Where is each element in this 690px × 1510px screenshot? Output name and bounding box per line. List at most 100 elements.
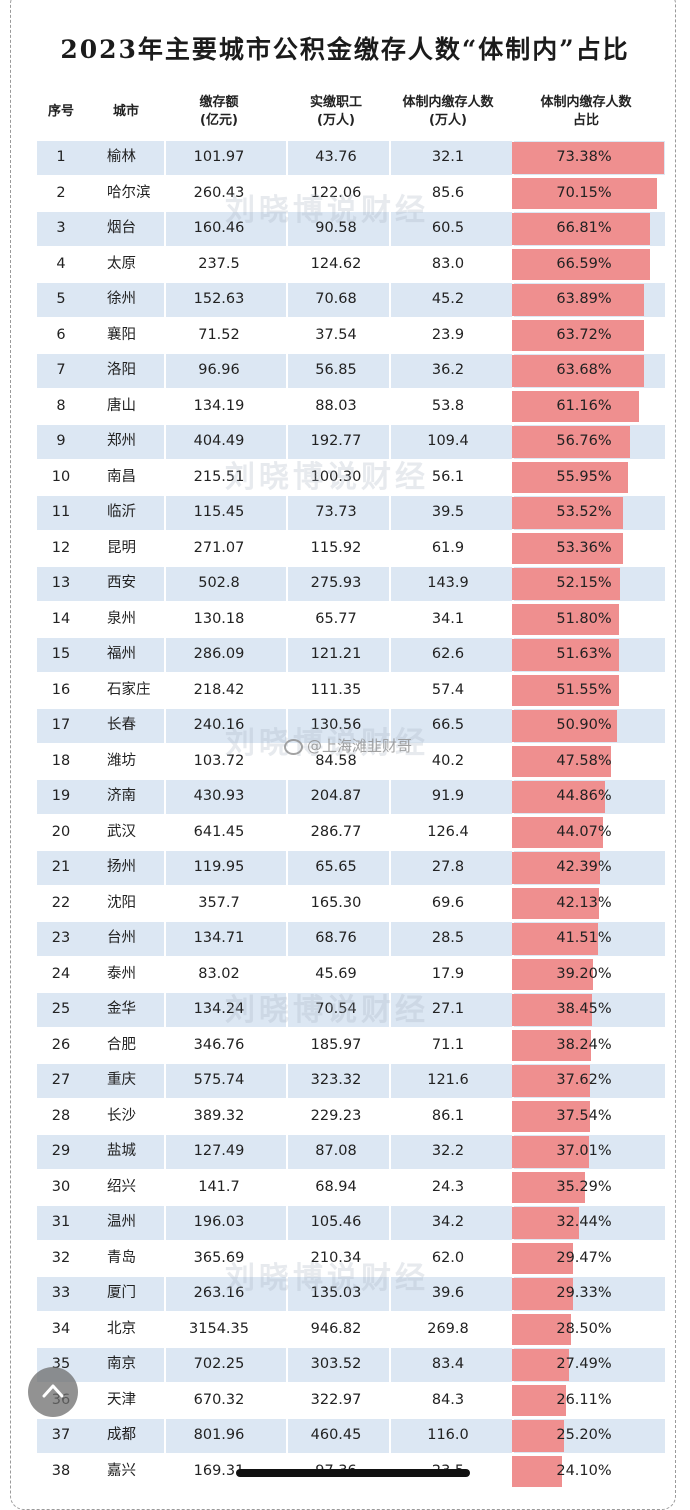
table-row: 8 唐山 134.19 88.03 53.8 61.16% [37, 388, 665, 424]
cell-ratio: 53.36% [556, 539, 612, 556]
column-divider [389, 672, 391, 708]
column-divider [389, 1240, 391, 1276]
cell-system: 61.9 [431, 539, 465, 556]
cell-city: 石家庄 [107, 681, 151, 698]
cell-workers: 115.92 [310, 539, 362, 556]
cell-ratio: 70.15% [556, 184, 612, 201]
cell-workers: 210.34 [310, 1249, 362, 1266]
cell-city: 合肥 [107, 1036, 136, 1053]
home-indicator[interactable] [236, 1469, 470, 1477]
cell-system: 84.3 [431, 1391, 465, 1408]
column-divider [286, 1063, 288, 1099]
cell-system: 83.0 [431, 255, 465, 272]
cell-ratio: 25.20% [556, 1427, 612, 1443]
cell-rank: 14 [51, 610, 71, 627]
cell-deposit: 101.97 [193, 149, 245, 165]
cell-workers: 165.30 [310, 894, 362, 911]
ratio-bar [512, 781, 605, 813]
cell-deposit: 286.09 [193, 646, 245, 662]
column-divider [164, 1311, 166, 1347]
column-divider [286, 1311, 288, 1347]
cell-ratio: 55.95% [556, 468, 612, 485]
cell-system: 121.6 [427, 1072, 469, 1088]
column-divider [286, 637, 288, 673]
column-divider [286, 424, 288, 460]
cell-rank: 18 [51, 752, 71, 769]
column-divider [286, 140, 288, 176]
cell-ratio: 63.89% [556, 291, 612, 307]
column-divider [164, 175, 166, 211]
column-divider [286, 1347, 288, 1383]
cell-deposit: 215.51 [193, 468, 245, 485]
cell-system: 27.1 [431, 1001, 465, 1017]
ratio-bar [512, 461, 628, 493]
ratio-bar [512, 710, 617, 742]
cell-city: 长沙 [107, 1107, 136, 1124]
header-city: 城市 [112, 104, 139, 119]
cell-ratio: 66.81% [556, 220, 612, 236]
ratio-bar [512, 1136, 589, 1168]
column-divider [286, 459, 288, 495]
ratio-bar [512, 142, 664, 174]
table-row: 32 青岛 365.69 210.34 62.0 29.47% [37, 1240, 665, 1276]
ratio-bar [512, 1029, 591, 1061]
column-divider [286, 317, 288, 353]
cell-ratio: 37.01% [556, 1143, 612, 1159]
cell-system: 28.5 [431, 930, 465, 946]
cell-workers: 185.97 [310, 1036, 362, 1053]
table-header: 序号 城市 缴存额 (亿元) 实缴职工 (万人) 体制内缴存人数 (万人) 体制内缴存… [37, 86, 665, 138]
column-divider [389, 956, 391, 992]
cell-deposit: 263.16 [193, 1285, 245, 1301]
ratio-bar [512, 674, 619, 706]
cell-system: 45.2 [431, 291, 465, 307]
cell-system: 62.0 [431, 1249, 465, 1266]
column-divider [286, 1098, 288, 1134]
cell-ratio: 29.33% [556, 1285, 612, 1301]
table-row: 21 扬州 119.95 65.65 27.8 42.39% [37, 850, 665, 886]
cell-workers: 121.21 [310, 646, 362, 662]
cell-rank: 20 [51, 823, 71, 840]
cell-rank: 23 [51, 930, 71, 946]
cell-deposit: 96.96 [198, 362, 240, 378]
column-divider [164, 282, 166, 318]
column-divider [286, 1418, 288, 1454]
table-row: 13 西安 502.8 275.93 143.9 52.15% [37, 566, 665, 602]
ratio-bar [512, 532, 623, 564]
cell-rank: 12 [51, 539, 71, 556]
table-row: 16 石家庄 218.42 111.35 57.4 51.55% [37, 672, 665, 708]
column-divider [164, 1418, 166, 1454]
column-divider [389, 1382, 391, 1418]
column-divider [286, 743, 288, 779]
cell-city: 武汉 [107, 823, 136, 840]
column-divider [389, 530, 391, 566]
cell-workers: 43.76 [315, 149, 357, 165]
cell-workers: 105.46 [310, 1214, 362, 1230]
cell-city: 唐山 [107, 397, 136, 414]
cell-system: 39.6 [431, 1285, 465, 1301]
ratio-bar [512, 745, 611, 777]
column-divider [389, 921, 391, 957]
cell-system: 62.6 [431, 646, 465, 662]
cell-workers: 87.08 [315, 1143, 357, 1159]
column-divider [389, 1418, 391, 1454]
column-divider [389, 1134, 391, 1170]
cell-city: 徐州 [107, 291, 136, 307]
column-divider [389, 850, 391, 886]
cell-deposit: 502.8 [198, 575, 240, 591]
cell-rank: 37 [51, 1427, 71, 1443]
cell-workers: 229.23 [310, 1107, 362, 1124]
cell-system: 53.8 [431, 397, 465, 414]
column-divider [286, 921, 288, 957]
column-divider [164, 353, 166, 389]
table-row: 30 绍兴 141.7 68.94 24.3 35.29% [37, 1169, 665, 1205]
cell-deposit: 134.71 [193, 930, 245, 946]
column-divider [164, 885, 166, 921]
cell-workers: 88.03 [315, 397, 357, 414]
column-divider [389, 1027, 391, 1063]
table-row: 3 烟台 160.46 90.58 60.5 66.81% [37, 211, 665, 247]
cell-city: 天津 [107, 1391, 136, 1408]
cell-rank: 5 [56, 291, 66, 307]
scroll-to-top-button[interactable] [28, 1367, 78, 1417]
cell-deposit: 130.18 [193, 610, 245, 627]
table-row: 22 沈阳 357.7 165.30 69.6 42.13% [37, 885, 665, 921]
